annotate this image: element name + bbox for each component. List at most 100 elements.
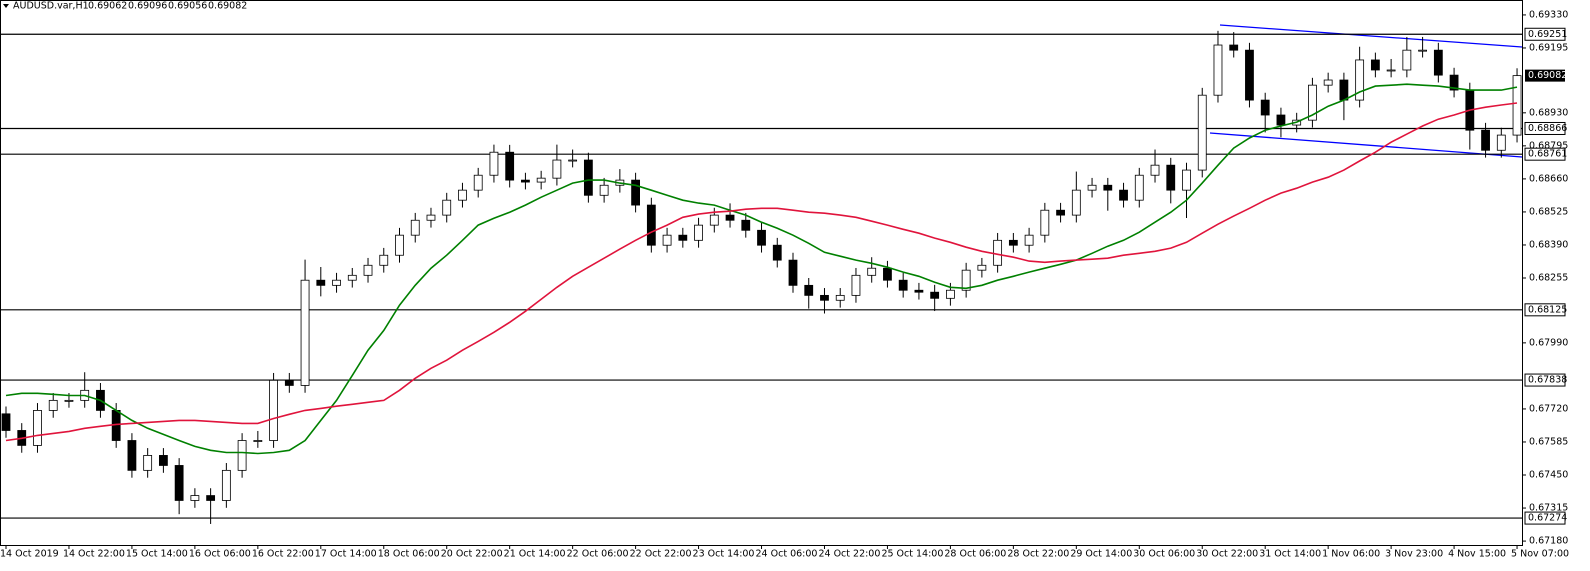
x-tick-label: 24 Oct 22:00 [818,549,880,560]
x-tick-label: 22 Oct 06:00 [567,549,629,560]
candle-body [757,229,766,246]
x-tick-label: 20 Oct 22:00 [441,549,503,560]
x-tick-label: 4 Nov 15:00 [1448,549,1506,560]
x-tick-label: 22 Oct 22:00 [630,549,692,560]
candle-body [473,174,483,191]
candle-body [316,279,326,286]
candle-body [993,239,1003,266]
candle-body [1103,184,1113,191]
candle-body [867,267,877,276]
last-price-box [1525,69,1565,82]
level-label-box [1524,511,1566,525]
x-tick-label: 14 Oct 2019 [0,549,59,560]
candle-body [33,410,42,446]
y-tick-label: 0.67720 [1529,403,1568,414]
candle-body [395,234,404,256]
candle-body [190,495,200,501]
level-label: 0.68125 [1528,304,1567,315]
candle-body [1008,239,1018,246]
candle-body [946,289,955,299]
candle-body [599,184,609,196]
candle-body [583,159,593,196]
candle-body [820,294,829,301]
candle-body [1496,134,1506,151]
candle-body [143,455,153,471]
x-tick-label: 14 Oct 22:00 [63,549,125,560]
x-tick-label: 21 Oct 14:00 [504,549,566,560]
x-tick-label: 18 Oct 06:00 [378,549,440,560]
header-value: 0.69056 [168,1,207,12]
candle-body [961,269,971,291]
x-tick-label: 3 Nov 23:00 [1385,549,1443,560]
x-tick-label: 1 Nov 06:00 [1322,549,1380,560]
plot-frame [0,0,1523,546]
candle-body [48,399,58,411]
candle-body [646,204,656,246]
candle-body [631,179,640,206]
candle-body [1355,59,1365,101]
candle-body [977,264,987,271]
candle-body [1260,99,1270,116]
x-tick-label: 28 Oct 06:00 [944,549,1006,560]
candle-body [552,159,562,179]
candle-body [1166,164,1176,191]
x-tick-label: 16 Oct 06:00 [189,549,251,560]
candle-body [709,214,719,226]
candle-body [1370,59,1380,71]
level-label-box [1524,27,1566,41]
candle-body [1512,75,1522,136]
y-tick-label: 0.68255 [1529,273,1568,284]
candle-body [1276,114,1286,126]
candle-body [788,259,798,286]
level-label: 0.68866 [1528,123,1567,134]
y-tick-label: 0.68525 [1529,206,1568,217]
candle-body [269,379,278,441]
candle-body [505,151,515,181]
x-tick-label: 5 Nov 07:00 [1511,549,1569,560]
symbol-title: AUDUSD.var,H1 [13,1,89,12]
candle-body [1339,79,1349,101]
candle-body [379,254,389,266]
y-tick-label: 0.67585 [1529,436,1568,447]
candle-body [536,177,546,183]
candle-body [363,264,373,276]
x-tick-label: 16 Oct 22:00 [252,549,314,560]
level-label: 0.69251 [1528,29,1567,40]
x-tick-label: 15 Oct 14:00 [126,549,188,560]
candle-body [237,440,247,471]
candle-body [1182,169,1191,191]
candle-body [1402,49,1412,71]
y-tick-label: 0.69330 [1529,9,1568,20]
level-label: 0.67838 [1528,375,1567,386]
candle-body [206,495,216,501]
y-tick-label: 0.68930 [1529,107,1568,118]
candle-body [1040,209,1050,236]
x-tick-label: 30 Oct 06:00 [1133,549,1195,560]
candle-body [930,291,940,299]
candle-body [568,159,578,162]
candle-body [1024,234,1034,246]
candle-body [1150,164,1160,176]
candle-body [458,189,467,201]
candle-body [1245,49,1254,101]
y-tick-label: 0.67990 [1529,337,1568,348]
level-label: 0.67274 [1528,513,1567,524]
y-tick-label: 0.67180 [1529,536,1568,547]
x-tick-label: 30 Oct 22:00 [1196,549,1258,560]
candle-body [521,179,530,183]
candle-body [898,279,908,291]
candle-body [741,219,751,231]
trend-line [1209,132,1523,158]
level-label-box [1524,303,1566,317]
candle-body [1,413,11,431]
x-tick-label: 17 Oct 14:00 [315,549,377,560]
x-tick-label: 25 Oct 14:00 [881,549,943,560]
candle-body [662,234,672,246]
y-tick-label: 0.69195 [1529,42,1568,53]
candle-body [883,267,892,281]
candle-body [300,279,310,386]
candle-body [410,219,420,236]
candle-body [284,379,294,386]
trend-line [1219,24,1523,48]
